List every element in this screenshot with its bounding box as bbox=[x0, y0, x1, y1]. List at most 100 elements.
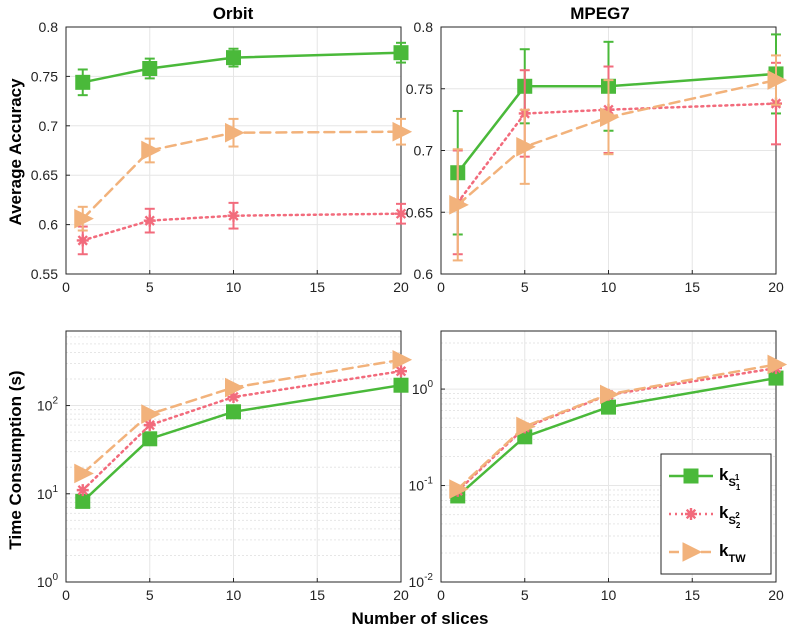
series-kS2 bbox=[76, 201, 407, 256]
series-line-kS1 bbox=[456, 72, 778, 174]
series-line-kS1 bbox=[81, 383, 403, 503]
data-point-kS1 bbox=[226, 50, 241, 66]
series-line-kS1 bbox=[81, 51, 403, 84]
data-point-kTW bbox=[600, 107, 620, 127]
data-point-kTW bbox=[449, 195, 469, 215]
series-line-kTW bbox=[456, 363, 778, 491]
legend-label: kTW bbox=[719, 541, 746, 565]
y-tick-label: 0.6 bbox=[39, 217, 59, 233]
data-point-kS1 bbox=[393, 45, 409, 61]
data-point-kTW bbox=[767, 354, 788, 375]
x-tick-label: 15 bbox=[684, 587, 700, 603]
panel-1: 0 5 10 15 20 0.55 0.6 0.65 0.7 0.75 0.8 bbox=[31, 19, 413, 295]
series-line-kTW bbox=[81, 358, 403, 475]
legend-item-kS1: kS11 bbox=[669, 465, 741, 492]
y-tick-label: 10-1 bbox=[409, 476, 434, 494]
legend: kS11 kS22 kTW bbox=[660, 453, 772, 575]
series-line-kTW bbox=[456, 78, 778, 207]
legend-marker bbox=[685, 508, 697, 520]
data-point-kS1 bbox=[75, 493, 91, 509]
y-tick-label: 0.8 bbox=[414, 19, 434, 35]
x-tick-label: 15 bbox=[309, 279, 325, 295]
data-point-kS1 bbox=[75, 74, 91, 90]
series-kS2 bbox=[76, 365, 407, 497]
x-tick-label: 10 bbox=[601, 279, 617, 295]
x-tick-label: 10 bbox=[226, 279, 242, 295]
data-point-kS2 bbox=[76, 234, 89, 247]
x-tick-label: 0 bbox=[437, 279, 445, 295]
data-point-kS2 bbox=[395, 365, 407, 378]
x-tick-label: 0 bbox=[62, 587, 70, 603]
y-tick-label: 0.8 bbox=[39, 19, 59, 35]
data-point-kTW bbox=[225, 377, 245, 398]
x-tick-label: 15 bbox=[309, 587, 325, 603]
ylabel-accuracy: Average Accuracy bbox=[6, 78, 25, 226]
data-point-kTW bbox=[449, 479, 469, 499]
xlabel-slices: Number of slices bbox=[352, 609, 489, 628]
data-point-kS1 bbox=[393, 377, 409, 393]
y-tick-label: 101 bbox=[37, 484, 59, 502]
data-point-kS2 bbox=[143, 214, 156, 227]
x-tick-label: 20 bbox=[393, 587, 409, 603]
data-point-kS2 bbox=[227, 209, 240, 222]
x-tick-label: 20 bbox=[768, 279, 784, 295]
series-kTW bbox=[449, 354, 788, 499]
y-tick-label: 0.6 bbox=[414, 266, 434, 282]
data-point-kTW bbox=[600, 384, 620, 405]
data-point-kS2 bbox=[395, 207, 407, 220]
series-line-kS2 bbox=[81, 212, 403, 242]
data-point-kTW bbox=[141, 140, 161, 161]
x-tick-label: 10 bbox=[601, 587, 617, 603]
series-kTW bbox=[74, 350, 413, 484]
y-tick-label: 0.65 bbox=[406, 204, 433, 220]
series-line-kTW bbox=[81, 130, 403, 220]
legend-item-kS2: kS22 bbox=[669, 503, 741, 530]
data-point-kS2 bbox=[227, 391, 240, 404]
panel-3: 0 5 10 15 20 100 101 102 bbox=[37, 330, 413, 603]
x-tick-label: 20 bbox=[768, 587, 784, 603]
data-point-kTW bbox=[392, 121, 413, 142]
x-tick-label: 5 bbox=[146, 279, 154, 295]
data-point-kS1 bbox=[142, 431, 158, 447]
y-tick-label: 0.75 bbox=[31, 68, 58, 84]
series-line-kS2 bbox=[81, 369, 403, 492]
legend-label: kS11 bbox=[719, 465, 741, 492]
legend-label: kS22 bbox=[719, 503, 741, 530]
data-point-kS2 bbox=[143, 419, 156, 432]
x-tick-label: 5 bbox=[521, 587, 529, 603]
legend-marker bbox=[683, 468, 699, 484]
data-point-kTW bbox=[141, 404, 161, 424]
data-point-kTW bbox=[767, 70, 788, 90]
x-tick-label: 10 bbox=[226, 587, 242, 603]
data-point-kS1 bbox=[226, 404, 241, 420]
data-point-kS1 bbox=[142, 60, 158, 76]
panels: 0 5 10 15 200.550.60.650.70.750.80 5 10 15 200.6… bbox=[31, 19, 788, 603]
y-tick-label: 100 bbox=[412, 379, 434, 397]
data-point-kS2 bbox=[76, 484, 89, 497]
y-tick-label: 10-2 bbox=[409, 572, 434, 590]
legend-box bbox=[660, 453, 772, 575]
data-point-kTW bbox=[74, 463, 94, 484]
data-point-kTW bbox=[392, 350, 413, 370]
title-mpeg7: MPEG7 bbox=[570, 4, 630, 23]
x-tick-label: 5 bbox=[521, 279, 529, 295]
panel-2: 0 5 10 15 20 0.6 0.65 0.7 0.75 0.8 bbox=[406, 19, 788, 295]
data-point-kTW bbox=[516, 416, 536, 437]
y-tick-label: 0.7 bbox=[39, 118, 59, 134]
y-tick-label: 0.65 bbox=[31, 167, 58, 183]
y-tick-label: 0.75 bbox=[406, 81, 433, 97]
x-tick-label: 0 bbox=[437, 587, 445, 603]
ylabel-time: Time Consumption (s) bbox=[6, 370, 25, 549]
y-tick-label: 102 bbox=[37, 396, 59, 414]
legend-marker bbox=[682, 542, 703, 562]
series-kTW bbox=[449, 54, 788, 262]
data-point-kTW bbox=[225, 122, 245, 143]
series-line-kS1 bbox=[456, 376, 778, 498]
data-point-kTW bbox=[516, 136, 536, 157]
x-tick-label: 20 bbox=[393, 279, 409, 295]
series-line-kS2 bbox=[456, 102, 778, 204]
series-kS1 bbox=[75, 41, 409, 97]
y-tick-label: 0.55 bbox=[31, 266, 58, 282]
y-tick-label: 0.7 bbox=[414, 143, 434, 159]
